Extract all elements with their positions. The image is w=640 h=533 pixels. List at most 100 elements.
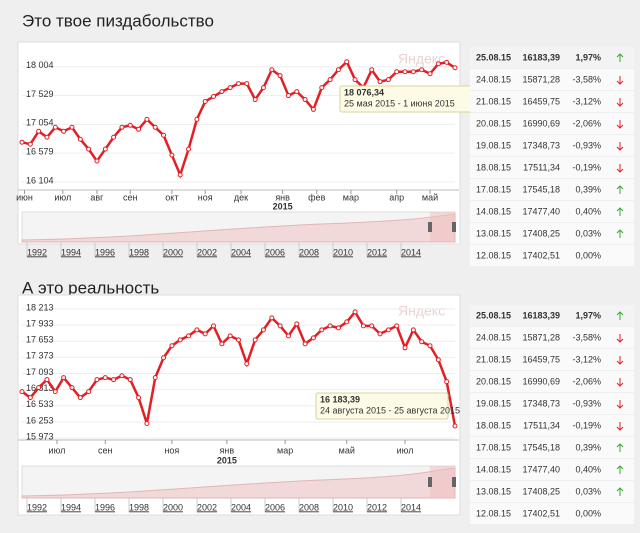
x-tick-label: сен [98,445,113,455]
heading: А это реальность [22,278,159,297]
arrow-up [616,311,624,320]
x-tick-label: июл [49,445,66,455]
point [452,423,458,429]
table-row [470,135,634,156]
point [335,67,341,73]
tooltip-value: 18 076,34 [344,87,384,97]
row-change: 0,03% [575,228,601,238]
table-row [470,245,634,266]
row-date: 19.08.15 [476,398,511,408]
table-row [470,327,634,348]
navigator-label: 2006 [265,247,285,257]
row-value: 15871,28 [522,332,560,342]
tooltip-box [315,392,449,420]
point [86,389,92,395]
navigator-label: 2012 [367,247,387,257]
row-change: -0,93% [572,398,601,408]
point [252,337,258,343]
table-row [470,371,634,392]
point [177,172,183,178]
row-date: 14.08.15 [476,464,511,474]
x-tick-label: янв [220,445,235,455]
point [152,124,158,130]
point [77,395,83,401]
point [260,327,266,333]
point [61,128,67,134]
arrow-up [616,185,624,194]
y-tick-label: 16 533 [26,399,54,409]
row-change: 0,40% [575,464,601,474]
point [244,361,250,367]
point [136,395,142,401]
arrow-down [616,76,624,85]
point [402,345,408,351]
arrow-up [616,465,624,474]
row-date: 18.08.15 [476,162,511,172]
navigator-label: 1994 [61,247,81,257]
navigator-handle[interactable] [452,477,456,487]
row-value: 17545,18 [522,442,560,452]
x-tick-label: авг [90,192,104,202]
row-value: 17545,18 [522,184,560,194]
navigator-label: 1996 [95,502,115,512]
table-row [470,393,634,414]
point [219,341,225,347]
point [344,59,350,65]
point [69,124,75,130]
y-tick-label: 17 653 [26,335,54,345]
navigator-window [430,466,455,498]
point [211,323,217,329]
point [111,134,117,140]
navigator-label: 1998 [129,502,149,512]
row-change: -3,58% [572,74,601,84]
row-value: 17408,25 [522,228,560,238]
x-tick-label: апр [389,192,404,202]
row-change: -3,58% [572,332,601,342]
y-tick-label: 17 054 [26,118,54,128]
watermark: Яндекс [398,303,445,319]
point [219,89,225,95]
row-date: 24.08.15 [476,74,511,84]
y-tick-label: 18 213 [26,302,54,312]
row-change: -3,12% [572,354,601,364]
navigator-label: 2002 [197,502,217,512]
row-date: 19.08.15 [476,140,511,150]
x-tick-label: мар [277,445,293,455]
point [127,122,133,128]
point [227,333,233,339]
year-label: 2015 [273,201,293,211]
point [102,375,108,381]
point [186,333,192,339]
point [360,323,366,329]
point [211,94,217,100]
navigator-label: 2014 [401,502,421,512]
table-row [470,113,634,134]
point [186,146,192,152]
point [319,85,325,91]
point [419,339,425,345]
row-value: 17348,73 [522,398,560,408]
x-tick-label: мар [343,192,359,202]
y-tick-label: 17 933 [26,318,54,328]
point [344,319,350,325]
table-row [470,459,634,480]
point [427,343,433,349]
row-value: 17511,34 [523,162,560,172]
point [194,116,200,122]
arrow-down [616,98,624,107]
arrow-up [616,53,624,62]
navigator-handle[interactable] [428,222,432,232]
tooltip-dates: 24 августа 2015 - 25 августа 2015 [320,405,460,415]
point [277,323,283,329]
point [302,341,308,347]
x-tick-label: фев [308,192,325,202]
row-date: 25.08.15 [476,310,511,320]
navigator-handle[interactable] [452,222,456,232]
row-change: -0,19% [572,162,601,172]
point [177,337,183,343]
navigator-handle[interactable] [428,477,432,487]
arrow-up [616,207,624,216]
point [152,375,158,381]
x-tick-label: май [339,445,355,455]
x-tick-label: июл [397,445,414,455]
